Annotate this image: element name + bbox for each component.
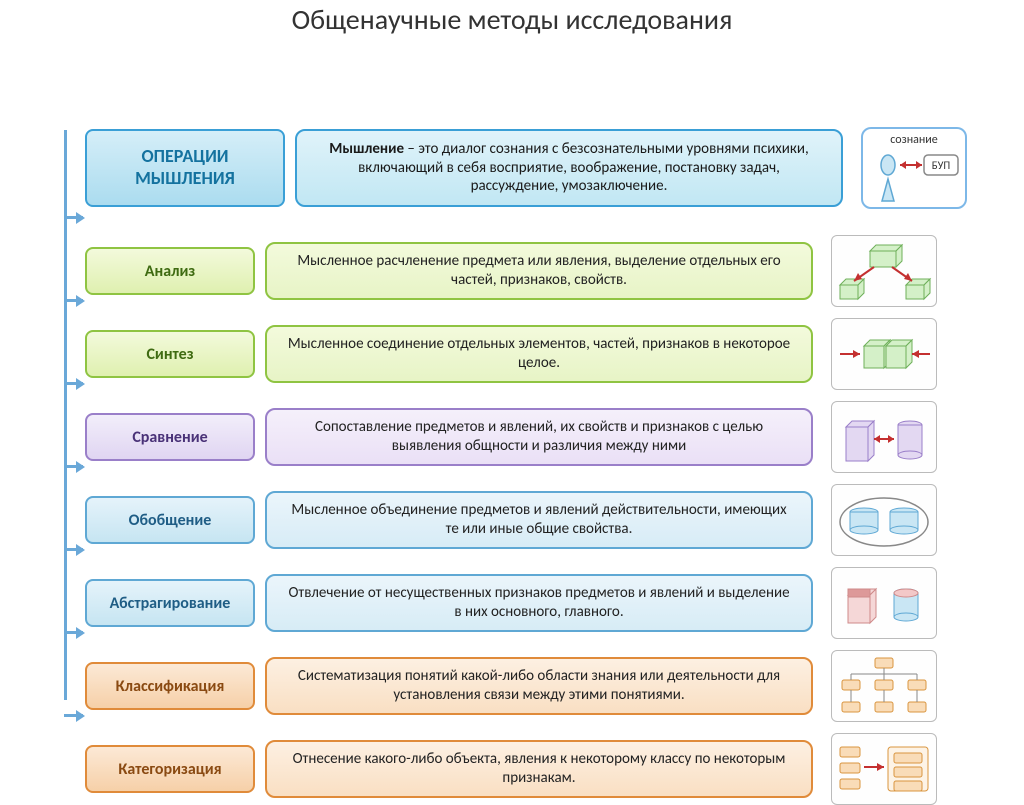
method-label: Сравнение [85, 413, 255, 461]
header-label: ОПЕРАЦИИ МЫШЛЕНИЯ [85, 129, 285, 207]
method-label: Категоризация [85, 745, 255, 793]
method-desc-text: Отнесение какого-либо объекта, явления к… [285, 750, 793, 788]
method-row: Абстрагирование Отвлечение от несуществе… [85, 567, 937, 639]
method-icon-cell [831, 567, 937, 639]
method-label-text: Абстрагирование [110, 594, 231, 613]
method-label-text: Классификация [116, 677, 225, 696]
header-row: ОПЕРАЦИИ МЫШЛЕНИЯ Мышление – это диалог … [85, 127, 967, 209]
tree-branch [64, 465, 83, 468]
classification-icon [834, 654, 934, 718]
method-desc: Мысленное расчленение предмета или явлен… [265, 242, 813, 300]
method-desc-text: Систематизация понятий какой-либо област… [285, 667, 793, 705]
method-desc: Отнесение какого-либо объекта, явления к… [265, 740, 813, 798]
method-row: Обобщение Мысленное объединение предмето… [85, 484, 937, 556]
header-desc-text: Мышление – это диалог сознания с безсозн… [315, 140, 823, 196]
method-icon-cell [831, 650, 937, 722]
method-icon-cell [831, 401, 937, 473]
method-label: Классификация [85, 662, 255, 710]
tree-branch [64, 299, 83, 302]
method-row: Категоризация Отнесение какого-либо объе… [85, 733, 937, 805]
consciousness-label: сознание [890, 133, 938, 147]
method-row: Сравнение Сопоставление предметов и явле… [85, 401, 937, 473]
method-label-text: Категоризация [118, 760, 221, 779]
method-row: Анализ Мысленное расчленение предмета ил… [85, 235, 937, 307]
method-desc: Мысленное объединение предметов и явлени… [265, 491, 813, 549]
method-row: Синтез Мысленное соединение отдельных эл… [85, 318, 937, 390]
method-desc-text: Мысленное соединение отдельных элементов… [285, 335, 793, 373]
method-desc-text: Отвлечение от несущественных признаков п… [285, 584, 793, 622]
abstraction-icon [834, 571, 934, 635]
tree-branch [64, 714, 83, 717]
header-icon-cell: сознание БУП [861, 127, 967, 209]
method-desc-text: Мысленное расчленение предмета или явлен… [285, 252, 793, 290]
method-label: Анализ [85, 247, 255, 295]
svg-text:БУП: БУП [932, 159, 951, 172]
method-label: Обобщение [85, 496, 255, 544]
method-desc: Систематизация понятий какой-либо област… [265, 657, 813, 715]
method-icon-cell [831, 484, 937, 556]
method-label-text: Анализ [145, 262, 195, 281]
method-icon-cell [831, 733, 937, 805]
method-desc-text: Сопоставление предметов и явлений, их св… [285, 418, 793, 456]
synthesis-icon [834, 322, 934, 386]
analysis-icon [834, 239, 934, 303]
page-title: Общенаучные методы исследования [0, 0, 1024, 45]
method-desc: Отвлечение от несущественных признаков п… [265, 574, 813, 632]
method-row: Классификация Систематизация понятий как… [85, 650, 937, 722]
method-desc: Мысленное соединение отдельных элементов… [265, 325, 813, 383]
generalization-icon [834, 488, 934, 552]
categorization-icon [834, 737, 934, 801]
header-label-text: ОПЕРАЦИИ МЫШЛЕНИЯ [95, 146, 275, 189]
method-label-text: Синтез [146, 345, 193, 364]
method-icon-cell [831, 318, 937, 390]
tree-branch [64, 382, 83, 385]
method-label-text: Обобщение [129, 511, 212, 530]
method-label-text: Сравнение [132, 428, 207, 447]
comparison-icon [834, 405, 934, 469]
method-label: Абстрагирование [85, 579, 255, 627]
method-desc: Сопоставление предметов и явлений, их св… [265, 408, 813, 466]
method-label: Синтез [85, 330, 255, 378]
consciousness-icon: БУП [866, 149, 962, 203]
header-desc: Мышление – это диалог сознания с безсозн… [295, 129, 843, 207]
tree-branch [64, 548, 83, 551]
method-desc-text: Мысленное объединение предметов и явлени… [285, 501, 793, 539]
tree-branch [64, 216, 83, 219]
method-icon-cell [831, 235, 937, 307]
tree-branch [64, 631, 83, 634]
